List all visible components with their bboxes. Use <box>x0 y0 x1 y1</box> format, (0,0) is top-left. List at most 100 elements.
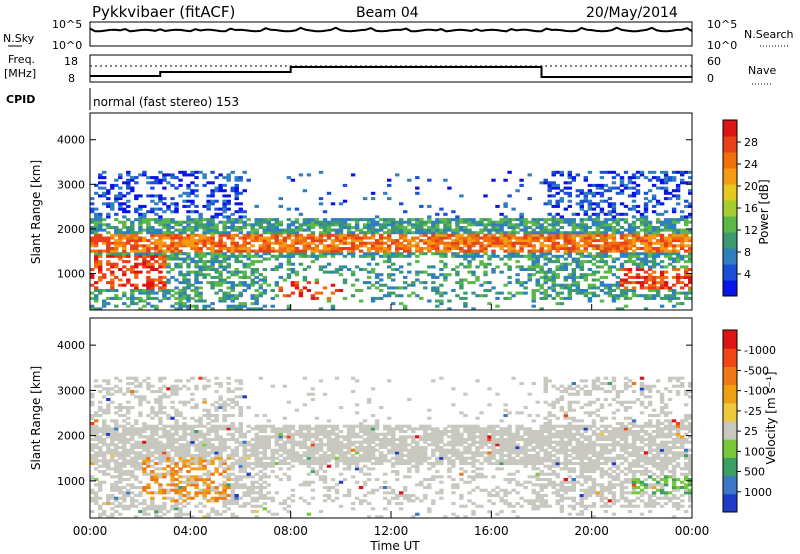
heatmap-cell <box>142 459 147 463</box>
heatmap-cell <box>102 502 107 506</box>
heatmap-cell <box>146 387 151 391</box>
heatmap-cell <box>90 403 95 407</box>
heatmap-cell <box>186 283 191 287</box>
heatmap-cell <box>250 294 255 298</box>
heatmap-cell <box>407 294 412 298</box>
heatmap-cell <box>427 241 432 245</box>
heatmap-cell <box>94 220 99 224</box>
heatmap-cell <box>206 430 211 434</box>
heatmap-cell <box>395 226 400 230</box>
heatmap-cell <box>383 247 388 251</box>
heatmap-cell <box>194 291 199 295</box>
heatmap-cell <box>647 252 653 256</box>
heatmap-cell <box>435 304 440 308</box>
heatmap-cell <box>146 448 151 452</box>
heatmap-cell <box>238 504 243 508</box>
heatmap-cell <box>571 239 577 243</box>
heatmap-cell <box>671 233 677 237</box>
heatmap-cell <box>130 268 135 272</box>
heatmap-cell <box>206 515 211 519</box>
heatmap-cell <box>274 491 280 495</box>
heatmap-cell <box>214 226 219 230</box>
heatmap-cell <box>230 252 235 256</box>
heatmap-cell <box>122 494 127 498</box>
heatmap-cell <box>130 244 135 248</box>
heatmap-cell <box>114 427 119 431</box>
heatmap-cell <box>370 197 376 201</box>
heatmap-cell <box>150 233 155 237</box>
heatmap-cell <box>399 202 404 206</box>
heatmap-cell <box>306 480 312 484</box>
heatmap-cell <box>254 486 259 490</box>
heatmap-cell <box>138 299 143 303</box>
heatmap-cell <box>138 486 143 490</box>
heatmap-cell <box>415 273 420 277</box>
heatmap-cell <box>551 270 556 274</box>
heatmap-cell <box>455 247 460 251</box>
heatmap-cell <box>631 289 637 293</box>
heatmap-cell <box>194 403 199 407</box>
heatmap-cell <box>162 427 167 431</box>
heatmap-cell <box>114 467 119 471</box>
heatmap-cell <box>138 398 143 402</box>
heatmap-cell <box>162 218 167 222</box>
heatmap-cell <box>138 403 143 407</box>
heatmap-cell <box>330 228 336 232</box>
heatmap-cell <box>206 483 211 487</box>
heatmap-cell <box>571 270 577 274</box>
heatmap-cell <box>688 231 693 235</box>
heatmap-cell <box>150 231 155 235</box>
heatmap-cell <box>238 424 243 428</box>
heatmap-cell <box>126 459 131 463</box>
heatmap-cell <box>447 236 452 240</box>
heatmap-cell <box>314 462 320 466</box>
heatmap-cell <box>411 291 416 295</box>
heatmap-cell <box>435 299 440 303</box>
heatmap-cell <box>262 289 268 293</box>
heatmap-cell <box>350 294 356 298</box>
heatmap-cell <box>431 273 436 277</box>
heatmap-cell <box>138 467 143 471</box>
heatmap-cell <box>158 459 163 463</box>
heatmap-cell <box>194 281 199 285</box>
heatmap-cell <box>198 446 203 450</box>
heatmap-cell <box>290 443 296 447</box>
heatmap-cell <box>326 419 332 423</box>
heatmap-cell <box>435 249 440 253</box>
heatmap-cell <box>387 249 392 253</box>
heatmap-cell <box>166 249 171 253</box>
heatmap-cell <box>122 265 127 269</box>
heatmap-cell <box>274 254 280 258</box>
heatmap-cell <box>306 456 312 460</box>
heatmap-cell <box>230 454 235 458</box>
heatmap-cell <box>226 483 231 487</box>
heatmap-cell <box>258 233 264 237</box>
heatmap-cell <box>286 475 292 479</box>
heatmap-cell <box>563 249 569 253</box>
heatmap-cell <box>194 467 199 471</box>
heatmap-cell <box>330 438 336 442</box>
heatmap-cell <box>218 491 223 495</box>
heatmap-cell <box>639 239 645 243</box>
heatmap-cell <box>162 446 167 450</box>
heatmap-cell <box>190 467 195 471</box>
heatmap-cell <box>254 289 259 293</box>
heatmap-cell <box>563 239 569 243</box>
heatmap-cell <box>130 291 135 295</box>
heatmap-cell <box>226 304 231 308</box>
heatmap-cell <box>174 296 179 300</box>
heatmap-cell <box>314 239 320 243</box>
heatmap-cell <box>619 268 625 272</box>
heatmap-cell <box>222 475 227 479</box>
heatmap-cell <box>467 249 472 253</box>
heatmap-cell <box>234 403 239 407</box>
heatmap-cell <box>431 286 436 290</box>
heatmap-cell <box>419 228 424 232</box>
heatmap-cell <box>487 218 492 222</box>
heatmap-cell <box>178 459 183 463</box>
heatmap-cell <box>507 249 512 253</box>
heatmap-cell <box>126 233 131 237</box>
heatmap-cell <box>118 435 123 439</box>
heatmap-cell <box>451 252 456 256</box>
heatmap-cell <box>350 443 356 447</box>
